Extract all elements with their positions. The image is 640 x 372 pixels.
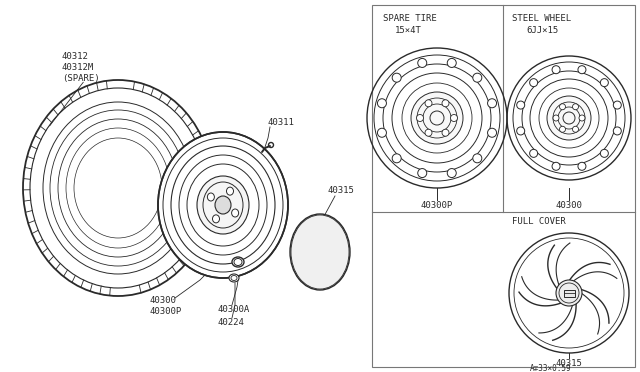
Ellipse shape (215, 196, 231, 214)
Circle shape (559, 104, 566, 110)
Circle shape (600, 78, 609, 87)
Circle shape (447, 169, 456, 177)
Circle shape (573, 104, 579, 110)
Bar (563, 289, 575, 296)
Circle shape (418, 58, 427, 67)
Circle shape (488, 99, 497, 108)
Text: 40300
40300P: 40300 40300P (149, 296, 181, 316)
Bar (372, 5, 635, 367)
Circle shape (613, 101, 621, 109)
Circle shape (473, 73, 482, 82)
Ellipse shape (158, 132, 288, 278)
Circle shape (378, 128, 387, 137)
Circle shape (451, 115, 458, 122)
Circle shape (552, 162, 560, 170)
Ellipse shape (207, 193, 214, 201)
Circle shape (488, 128, 497, 137)
Circle shape (418, 169, 427, 177)
Circle shape (411, 92, 463, 144)
Ellipse shape (74, 138, 162, 238)
Circle shape (473, 154, 482, 163)
Circle shape (578, 162, 586, 170)
Circle shape (547, 96, 591, 140)
Circle shape (578, 66, 586, 74)
Circle shape (556, 280, 582, 306)
Circle shape (392, 73, 401, 82)
Ellipse shape (232, 209, 239, 217)
Circle shape (600, 149, 609, 157)
Text: STEEL WHEEL: STEEL WHEEL (512, 14, 571, 23)
Circle shape (516, 127, 525, 135)
Text: FULL COVER: FULL COVER (512, 217, 566, 226)
Ellipse shape (227, 187, 234, 195)
Ellipse shape (212, 215, 220, 223)
Circle shape (417, 115, 424, 122)
Circle shape (516, 101, 525, 109)
Text: 40315: 40315 (328, 186, 355, 195)
Ellipse shape (197, 176, 249, 234)
Ellipse shape (290, 214, 350, 290)
Text: 6JJ×15: 6JJ×15 (526, 26, 558, 35)
Text: SPARE TIRE: SPARE TIRE (383, 14, 436, 23)
Circle shape (553, 115, 559, 121)
Text: 40312
40312M
(SPARE): 40312 40312M (SPARE) (62, 52, 100, 83)
Circle shape (530, 78, 538, 87)
Text: 40311: 40311 (267, 118, 294, 127)
Text: 40300P: 40300P (421, 201, 453, 210)
Circle shape (442, 100, 449, 107)
Circle shape (552, 66, 560, 74)
Circle shape (613, 127, 621, 135)
Text: 40315: 40315 (556, 359, 582, 368)
Circle shape (392, 154, 401, 163)
Circle shape (447, 58, 456, 67)
Circle shape (425, 129, 432, 136)
Text: A∓33×0.59: A∓33×0.59 (530, 364, 572, 372)
Ellipse shape (229, 274, 239, 282)
Text: 40300A: 40300A (218, 305, 250, 314)
Text: 40224: 40224 (218, 318, 245, 327)
Circle shape (559, 126, 566, 132)
Ellipse shape (232, 257, 244, 267)
Text: 40300: 40300 (556, 201, 582, 210)
Circle shape (573, 126, 579, 132)
Circle shape (442, 129, 449, 136)
Circle shape (530, 149, 538, 157)
Circle shape (378, 99, 387, 108)
Text: 15×4T: 15×4T (395, 26, 422, 35)
Circle shape (425, 100, 432, 107)
Circle shape (579, 115, 585, 121)
